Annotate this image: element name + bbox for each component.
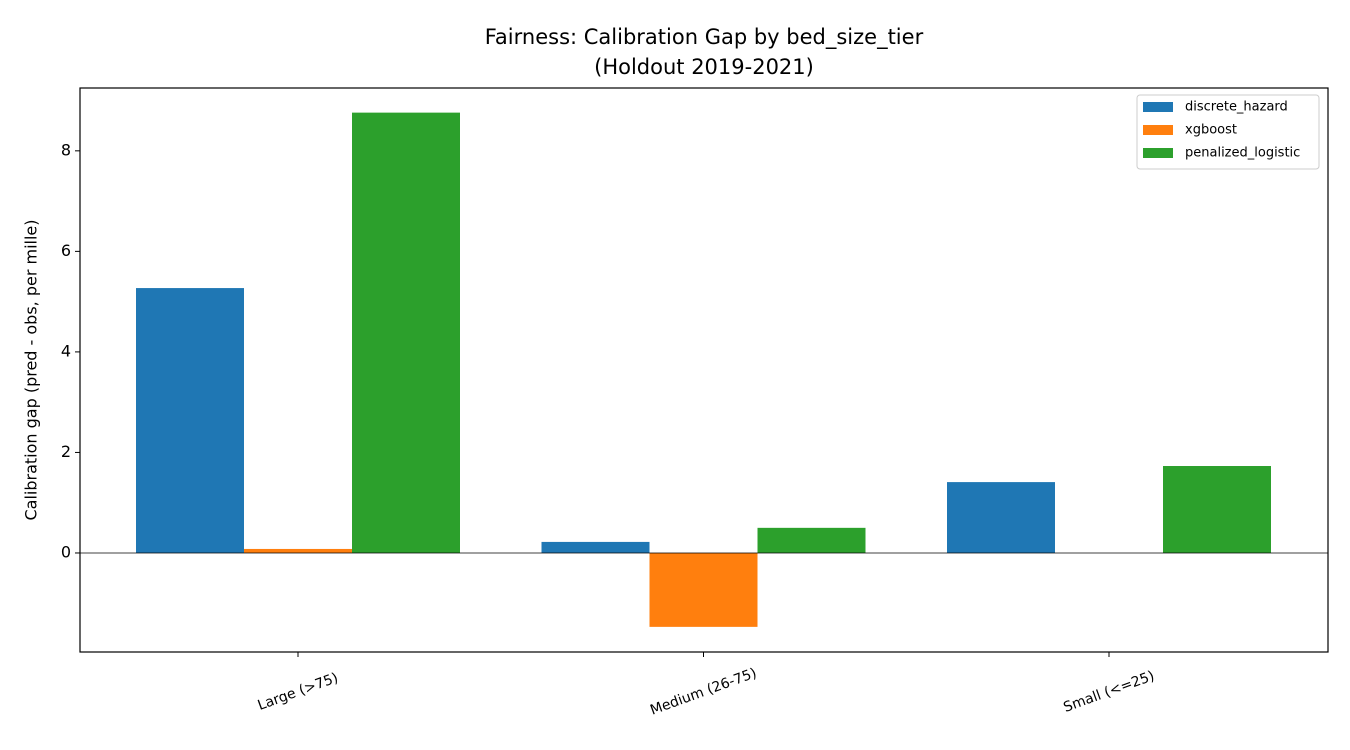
bar <box>352 112 460 553</box>
x-tick-label: Large (>75) <box>256 670 341 714</box>
y-tick-label: 8 <box>61 140 71 159</box>
y-axis-label: Calibration gap (pred - obs, per mille) <box>22 219 41 520</box>
legend-swatch <box>1143 102 1173 112</box>
x-tick-label: Small (<=25) <box>1061 668 1156 716</box>
legend-swatch <box>1143 148 1173 158</box>
plot-frame <box>79 87 1329 653</box>
y-tick-label: 6 <box>61 241 71 260</box>
x-tick-label: Medium (26-75) <box>648 665 759 718</box>
chart-subtitle: (Holdout 2019-2021) <box>594 55 814 79</box>
legend-label: xgboost <box>1185 123 1237 138</box>
bar <box>1163 466 1271 553</box>
bar <box>947 482 1055 553</box>
legend-label: penalized_logistic <box>1185 146 1300 161</box>
bar <box>136 288 244 553</box>
legend-swatch <box>1143 125 1173 135</box>
chart-title: Fairness: Calibration Gap by bed_size_ti… <box>485 25 924 50</box>
bar <box>244 548 352 553</box>
legend-box <box>1136 94 1320 170</box>
y-tick-label: 0 <box>61 542 71 561</box>
bar <box>541 541 650 553</box>
y-tick-label: 2 <box>61 442 71 461</box>
y-tick-label: 4 <box>61 341 71 360</box>
bar <box>649 552 758 627</box>
bar <box>757 527 866 553</box>
legend-label: discrete_hazard <box>1185 100 1288 115</box>
